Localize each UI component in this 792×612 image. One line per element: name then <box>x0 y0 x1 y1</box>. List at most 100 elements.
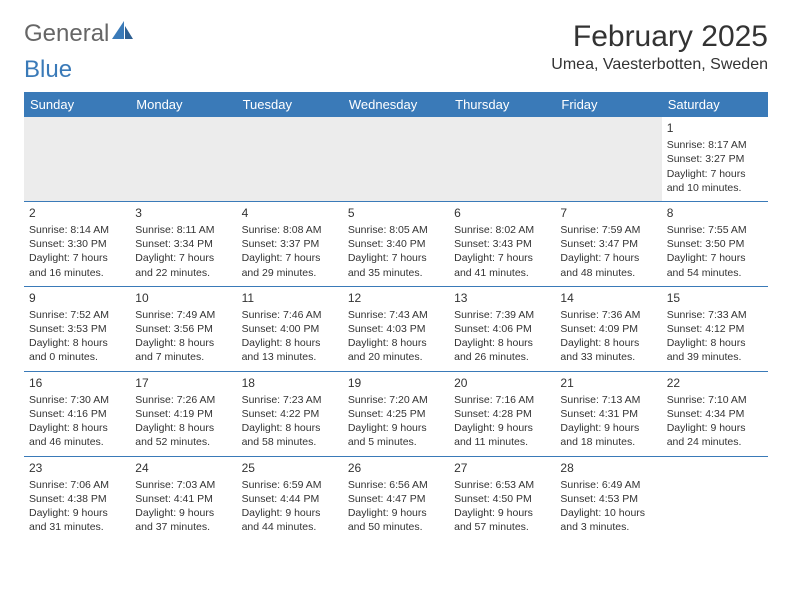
daylight-text-2: and 18 minutes. <box>560 435 656 449</box>
daylight-text: Daylight: 9 hours <box>242 506 338 520</box>
sunrise-text: Sunrise: 7:43 AM <box>348 308 444 322</box>
calendar-cell: 11Sunrise: 7:46 AMSunset: 4:00 PMDayligh… <box>237 287 343 371</box>
calendar-cell: 28Sunrise: 6:49 AMSunset: 4:53 PMDayligh… <box>555 457 661 541</box>
day-number: 15 <box>667 290 763 306</box>
sunset-text: Sunset: 3:43 PM <box>454 237 550 251</box>
day-number: 10 <box>135 290 231 306</box>
logo-sail-icon <box>112 20 134 48</box>
daylight-text-2: and 44 minutes. <box>242 520 338 534</box>
sunset-text: Sunset: 3:27 PM <box>667 152 763 166</box>
sunset-text: Sunset: 4:22 PM <box>242 407 338 421</box>
sunrise-text: Sunrise: 7:20 AM <box>348 393 444 407</box>
sunrise-text: Sunrise: 7:39 AM <box>454 308 550 322</box>
sunset-text: Sunset: 3:37 PM <box>242 237 338 251</box>
calendar-page: General February 2025 Umea, Vaesterbotte… <box>0 0 792 560</box>
day-number: 19 <box>348 375 444 391</box>
day-number: 11 <box>242 290 338 306</box>
daylight-text-2: and 5 minutes. <box>348 435 444 449</box>
sunrise-text: Sunrise: 7:49 AM <box>135 308 231 322</box>
daylight-text-2: and 16 minutes. <box>29 266 125 280</box>
day-number: 27 <box>454 460 550 476</box>
daylight-text-2: and 24 minutes. <box>667 435 763 449</box>
calendar-cell: 19Sunrise: 7:20 AMSunset: 4:25 PMDayligh… <box>343 372 449 456</box>
daylight-text: Daylight: 9 hours <box>560 421 656 435</box>
daylight-text-2: and 22 minutes. <box>135 266 231 280</box>
sunset-text: Sunset: 3:40 PM <box>348 237 444 251</box>
location: Umea, Vaesterbotten, Sweden <box>551 56 768 74</box>
daylight-text-2: and 52 minutes. <box>135 435 231 449</box>
sunset-text: Sunset: 4:00 PM <box>242 322 338 336</box>
day-number: 23 <box>29 460 125 476</box>
daylight-text-2: and 20 minutes. <box>348 350 444 364</box>
sunrise-text: Sunrise: 8:14 AM <box>29 223 125 237</box>
daylight-text-2: and 35 minutes. <box>348 266 444 280</box>
daylight-text: Daylight: 8 hours <box>454 336 550 350</box>
sunrise-text: Sunrise: 7:06 AM <box>29 478 125 492</box>
dayname-thursday: Thursday <box>449 92 555 117</box>
sunrise-text: Sunrise: 8:08 AM <box>242 223 338 237</box>
sunset-text: Sunset: 4:19 PM <box>135 407 231 421</box>
daylight-text: Daylight: 8 hours <box>560 336 656 350</box>
daylight-text: Daylight: 9 hours <box>348 421 444 435</box>
day-number: 5 <box>348 205 444 221</box>
daylight-text: Daylight: 8 hours <box>135 421 231 435</box>
calendar-header-row: Sunday Monday Tuesday Wednesday Thursday… <box>24 92 768 117</box>
daylight-text: Daylight: 8 hours <box>29 336 125 350</box>
calendar-cell-empty <box>449 117 555 201</box>
calendar-cell: 12Sunrise: 7:43 AMSunset: 4:03 PMDayligh… <box>343 287 449 371</box>
daylight-text: Daylight: 9 hours <box>454 506 550 520</box>
calendar-cell: 23 Sunrise: 7:06 AMSunset: 4:38 PMDayligh… <box>24 457 130 541</box>
sunrise-text: Sunrise: 8:05 AM <box>348 223 444 237</box>
daylight-text-2: and 10 minutes. <box>667 181 763 195</box>
sunrise-text: Sunrise: 6:49 AM <box>560 478 656 492</box>
calendar-cell: 24Sunrise: 7:03 AMSunset: 4:41 PMDayligh… <box>130 457 236 541</box>
daylight-text: Daylight: 7 hours <box>242 251 338 265</box>
daylight-text-2: and 33 minutes. <box>560 350 656 364</box>
sunset-text: Sunset: 4:34 PM <box>667 407 763 421</box>
sunrise-text: Sunrise: 6:59 AM <box>242 478 338 492</box>
daylight-text-2: and 57 minutes. <box>454 520 550 534</box>
daylight-text: Daylight: 9 hours <box>667 421 763 435</box>
sunset-text: Sunset: 4:16 PM <box>29 407 125 421</box>
day-number: 14 <box>560 290 656 306</box>
logo-word-general: General <box>24 20 109 48</box>
sunset-text: Sunset: 4:09 PM <box>560 322 656 336</box>
calendar-cell: 26Sunrise: 6:56 AMSunset: 4:47 PMDayligh… <box>343 457 449 541</box>
sunrise-text: Sunrise: 7:26 AM <box>135 393 231 407</box>
daylight-text: Daylight: 8 hours <box>348 336 444 350</box>
dayname-monday: Monday <box>130 92 236 117</box>
sunrise-text: Sunrise: 7:59 AM <box>560 223 656 237</box>
daylight-text-2: and 3 minutes. <box>560 520 656 534</box>
daylight-text-2: and 13 minutes. <box>242 350 338 364</box>
sunrise-text: Sunrise: 6:53 AM <box>454 478 550 492</box>
day-number: 9 <box>29 290 125 306</box>
daylight-text: Daylight: 7 hours <box>348 251 444 265</box>
day-number: 20 <box>454 375 550 391</box>
daylight-text: Daylight: 9 hours <box>135 506 231 520</box>
sunrise-text: Sunrise: 7:10 AM <box>667 393 763 407</box>
title-block: February 2025 Umea, Vaesterbotten, Swede… <box>551 20 768 74</box>
calendar-cell: 6Sunrise: 8:02 AMSunset: 3:43 PMDaylight… <box>449 202 555 286</box>
daylight-text: Daylight: 8 hours <box>242 336 338 350</box>
calendar-cell: 14Sunrise: 7:36 AMSunset: 4:09 PMDayligh… <box>555 287 661 371</box>
day-number: 22 <box>667 375 763 391</box>
calendar-cell: 15Sunrise: 7:33 AMSunset: 4:12 PMDayligh… <box>662 287 768 371</box>
calendar-body: 1Sunrise: 8:17 AMSunset: 3:27 PMDaylight… <box>24 117 768 540</box>
day-number: 1 <box>667 120 763 136</box>
daylight-text: Daylight: 9 hours <box>348 506 444 520</box>
daylight-text-2: and 39 minutes. <box>667 350 763 364</box>
sunset-text: Sunset: 4:38 PM <box>29 492 125 506</box>
calendar-cell: 27 Sunrise: 6:53 AMSunset: 4:50 PMDayligh… <box>449 457 555 541</box>
sunrise-text: Sunrise: 7:13 AM <box>560 393 656 407</box>
dayname-wednesday: Wednesday <box>343 92 449 117</box>
daylight-text: Daylight: 9 hours <box>29 506 125 520</box>
calendar-cell: 4Sunrise: 8:08 AMSunset: 3:37 PMDaylight… <box>237 202 343 286</box>
day-number: 25 <box>242 460 338 476</box>
dayname-saturday: Saturday <box>662 92 768 117</box>
sunset-text: Sunset: 4:50 PM <box>454 492 550 506</box>
daylight-text-2: and 29 minutes. <box>242 266 338 280</box>
daylight-text-2: and 0 minutes. <box>29 350 125 364</box>
daylight-text-2: and 46 minutes. <box>29 435 125 449</box>
sunset-text: Sunset: 3:56 PM <box>135 322 231 336</box>
day-number: 28 <box>560 460 656 476</box>
